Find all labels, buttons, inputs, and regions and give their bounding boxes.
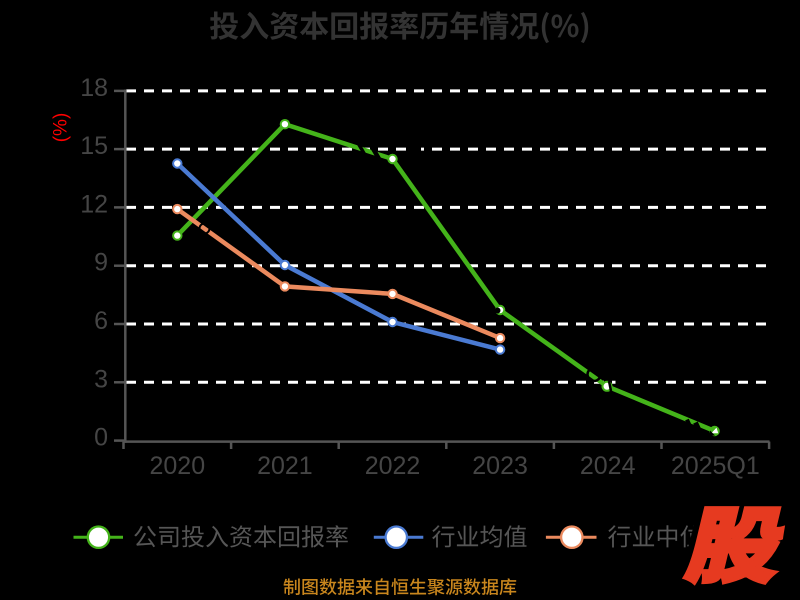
svg-text:9: 9 [94,249,108,277]
svg-text:2022: 2022 [365,452,421,480]
svg-text:6: 6 [94,307,108,335]
svg-text:2024: 2024 [580,452,636,480]
svg-text:(%): (%) [51,113,72,143]
svg-text:2025Q1: 2025Q1 [671,452,760,480]
svg-text:18: 18 [80,74,108,102]
svg-text:2021: 2021 [257,452,313,480]
svg-text:0: 0 [94,424,108,452]
svg-text:12: 12 [80,190,108,218]
svg-text:3: 3 [94,365,108,393]
svg-text:2020: 2020 [149,452,205,480]
svg-text:15: 15 [80,132,108,160]
svg-text:2023: 2023 [472,452,528,480]
